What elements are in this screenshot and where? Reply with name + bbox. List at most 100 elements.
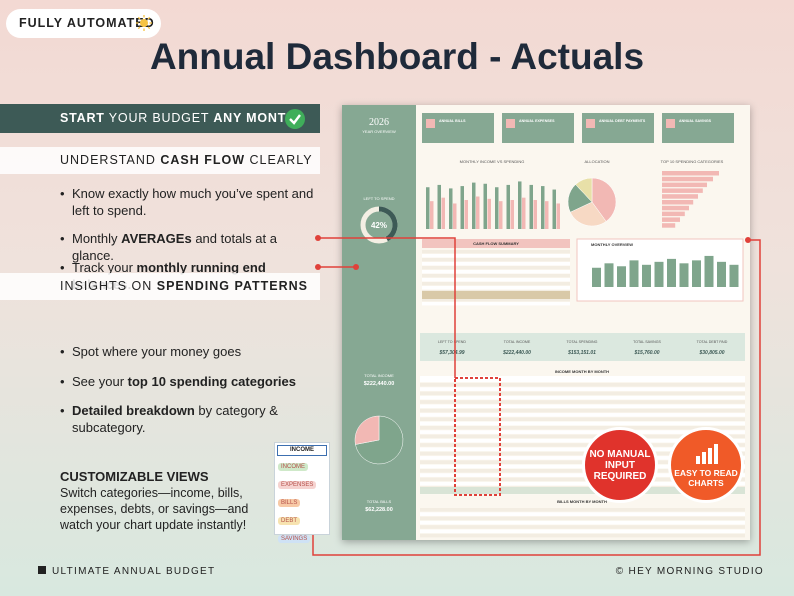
heading-part: INSIGHTS ON: [60, 279, 157, 293]
badge: FULLY AUTOMATED: [6, 9, 161, 38]
bar: [592, 267, 601, 287]
banner-part: START: [60, 111, 105, 125]
table-row: [422, 274, 570, 278]
bar: [449, 188, 453, 229]
bar: [654, 261, 664, 287]
label: $57,304.99: [438, 350, 464, 356]
dropdown-option[interactable]: DEBT: [278, 517, 301, 525]
label: BILLS MONTH BY MONTH: [557, 499, 607, 504]
label: ANNUAL EXPENSES: [519, 119, 555, 123]
banner-part: YOUR BUDGET: [104, 111, 214, 125]
dropdown-option[interactable]: INCOME: [278, 463, 308, 471]
dropdown[interactable]: INCOME INCOME EXPENSES BILLS DEBT SAVINGS: [274, 442, 330, 543]
label: ANNUAL DEBT PAYMENTS: [599, 119, 646, 123]
table-row: [422, 270, 570, 274]
bar: [487, 198, 491, 229]
label: ANNUAL BILLS: [439, 119, 466, 123]
bullet-text: Monthly: [72, 231, 122, 246]
hbar: [662, 182, 707, 188]
bar: [483, 183, 487, 229]
table-row: [422, 262, 570, 266]
bullet-text: Spot where your money goes: [72, 344, 242, 359]
bar: [506, 184, 510, 229]
bar: [629, 260, 639, 287]
label: TOTAL SPENDING: [567, 340, 598, 344]
label: INCOME MONTH BY MONTH: [555, 369, 609, 374]
badge-text: NO MANUAL INPUT REQUIRED: [589, 448, 651, 482]
table-total: [422, 291, 570, 299]
custom-views: CUSTOMIZABLE VIEWS Switch categories—inco…: [60, 469, 275, 533]
table-row: [422, 282, 570, 286]
hbar: [662, 205, 689, 211]
bullet-text: AVERAGEs: [121, 231, 192, 246]
bar: [533, 200, 537, 229]
bullet-text: top 10 spending categories: [127, 374, 296, 389]
label: $62,228.00: [365, 507, 393, 513]
bar: [642, 264, 651, 287]
table-row: [420, 417, 745, 421]
bar: [529, 184, 533, 229]
bar: [704, 255, 714, 287]
table-row: [420, 508, 745, 512]
bar: [499, 201, 503, 229]
bullet-text: See your: [72, 374, 128, 389]
bar: [667, 258, 676, 287]
table-row: [420, 529, 745, 534]
label: MONTHLY OVERVIEW: [591, 242, 633, 247]
heading-part: UNDERSTAND: [60, 153, 161, 167]
hbar: [662, 223, 676, 228]
bar: [556, 203, 560, 229]
label: YEAR OVERVIEW: [362, 129, 396, 134]
table-row: [420, 520, 745, 525]
label: TOP 10 SPENDING CATEGORIES: [661, 159, 724, 164]
dropdown-option[interactable]: BILLS: [278, 499, 301, 507]
bar: [604, 263, 614, 287]
table-row: [422, 266, 570, 270]
hbar: [662, 211, 685, 217]
hbar: [662, 194, 698, 199]
label: LEFT TO SPEND: [438, 340, 466, 344]
bullet-text: by category & subcategory.: [72, 403, 278, 435]
table-row: [420, 525, 745, 529]
table-header: [420, 376, 745, 382]
label: $153,151.01: [567, 350, 596, 356]
bar: [717, 261, 726, 287]
label: CASH FLOW SUMMARY: [473, 241, 519, 246]
bar: [518, 181, 522, 229]
title: Annual Dashboard - Actuals: [149, 36, 645, 77]
section-heading: UNDERSTAND CASH FLOW CLEARLY: [0, 147, 320, 174]
bar: [441, 197, 445, 229]
custom-heading: CUSTOMIZABLE VIEWS: [60, 469, 209, 484]
table-row: [420, 400, 745, 404]
bar: [510, 200, 514, 229]
bar: [541, 186, 545, 229]
card-icon: [666, 119, 675, 128]
label: ANNUAL SAVINGS: [679, 119, 712, 123]
badge-text: EASY TO READ CHARTS: [674, 468, 738, 488]
sun-icon: [136, 15, 152, 31]
label: $15,760.00: [633, 350, 659, 356]
feature-badge: NO MANUAL INPUT REQUIRED: [582, 427, 658, 503]
banner: START YOUR BUDGET ANY MONTH: [0, 104, 320, 133]
label: 2026: [369, 117, 389, 128]
label: TOTAL DEBT PAID: [697, 340, 728, 344]
dropdown-selected[interactable]: INCOME: [277, 445, 327, 456]
label: ALLOCATION: [584, 159, 609, 164]
label: $222,440.00: [502, 350, 531, 356]
bar: [617, 266, 626, 287]
custom-text: Switch categories—income, bills, expense…: [60, 486, 249, 532]
bar: [426, 187, 430, 229]
pie-slice: [591, 177, 617, 222]
bar: [453, 203, 457, 229]
bar: [545, 201, 549, 229]
table-row: [422, 250, 570, 254]
bar: [464, 200, 468, 229]
dropdown-option[interactable]: SAVINGS: [278, 535, 311, 543]
hbar: [662, 171, 719, 176]
bar: [437, 184, 441, 229]
bar: [495, 187, 499, 229]
bar: [460, 186, 464, 229]
bar: [692, 260, 701, 287]
table-row: [420, 533, 745, 538]
dropdown-option[interactable]: EXPENSES: [278, 481, 317, 489]
